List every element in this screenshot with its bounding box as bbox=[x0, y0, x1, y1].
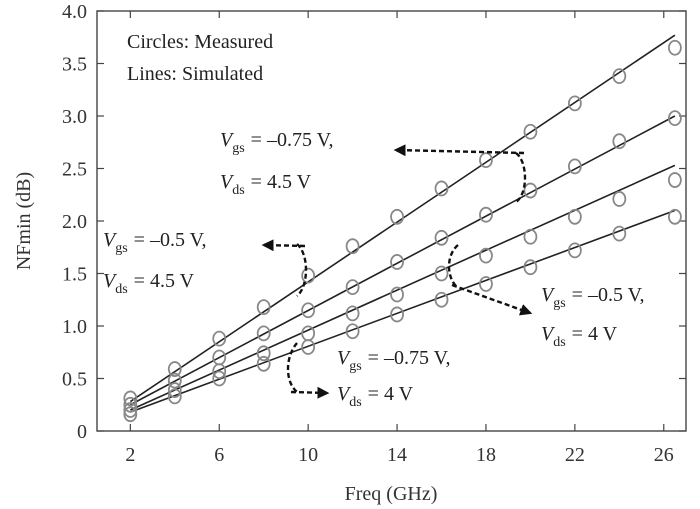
callout-arrow-2 bbox=[451, 283, 533, 316]
y-tick-labels: 0 0.5 1.0 1.5 2.0 2.5 3.0 3.5 4.0 bbox=[62, 1, 87, 443]
measured-circles bbox=[123, 39, 682, 423]
measured-point-s1-p9 bbox=[523, 182, 538, 199]
measured-point-s3-p9 bbox=[523, 259, 538, 276]
x-axis-title: Freq (GHz) bbox=[345, 483, 438, 505]
measured-point-s0-p1 bbox=[167, 361, 182, 377]
measured-point-s1-p1 bbox=[167, 372, 182, 389]
measured-point-s1-p7 bbox=[434, 229, 449, 246]
x-tick-label: 18 bbox=[476, 444, 496, 466]
callout-arrow-0 bbox=[393, 144, 525, 157]
callout-bracket-1 bbox=[296, 243, 308, 297]
annotation-1-vds: Vds = 4.5 V bbox=[103, 270, 195, 297]
x-tick-label: 2 bbox=[125, 444, 135, 466]
annotation-2-vds: Vds = 4 V bbox=[541, 323, 618, 350]
annotation-vgs-075-vds-4: Vgs = –0.75 V, Vds = 4 V bbox=[337, 347, 450, 410]
measured-point-s0-p3 bbox=[256, 299, 271, 316]
annotation-3-vgs: Vgs = –0.75 V, bbox=[337, 347, 450, 374]
measured-point-s0-p5 bbox=[345, 238, 360, 255]
measured-point-s2-p1 bbox=[167, 382, 182, 398]
measured-point-s3-p5 bbox=[345, 323, 360, 340]
measured-point-s3-p8 bbox=[479, 276, 493, 292]
measured-point-s2-p9 bbox=[523, 228, 538, 245]
measured-point-s3-p3 bbox=[256, 355, 271, 372]
callout-bracket-3 bbox=[286, 342, 298, 393]
annotation-vgs-05-vds-45: Vgs = –0.5 V, Vds = 4.5 V bbox=[103, 229, 206, 297]
measured-point-s0-p2 bbox=[212, 330, 227, 347]
measured-point-s3-p0 bbox=[123, 406, 138, 423]
measured-point-s0-p6 bbox=[390, 208, 404, 225]
legend-note-measured: Circles: Measured bbox=[127, 31, 273, 53]
measured-point-s3-p6 bbox=[390, 306, 404, 323]
y-tick-label: 2.5 bbox=[62, 159, 87, 181]
measured-point-s3-p10 bbox=[567, 242, 582, 259]
annotation-vgs-05-vds-4: Vgs = –0.5 V, Vds = 4 V bbox=[541, 284, 644, 350]
measured-point-s2-p5 bbox=[345, 305, 360, 322]
measured-point-s1-p0 bbox=[123, 396, 138, 413]
measured-point-s1-p5 bbox=[345, 279, 360, 296]
measured-point-s3-p2 bbox=[212, 370, 227, 387]
measured-point-s3-p1 bbox=[167, 388, 182, 405]
x-tick-label: 14 bbox=[387, 444, 407, 466]
measured-point-s1-p11 bbox=[612, 133, 627, 150]
callout-arrow-3 bbox=[290, 386, 330, 399]
measured-point-s2-p6 bbox=[390, 286, 404, 303]
annotation-vgs-075-vds-45: Vgs = –0.75 V, Vds = 4.5 V bbox=[220, 129, 333, 198]
x-tick-label: 22 bbox=[565, 444, 585, 466]
y-tick-label: 0 bbox=[77, 421, 87, 443]
measured-point-s1-p4 bbox=[301, 302, 316, 319]
measured-point-s3-p12 bbox=[667, 208, 682, 225]
measured-point-s0-p7 bbox=[434, 180, 449, 197]
measured-point-s2-p8 bbox=[479, 247, 493, 264]
measured-point-s2-p12 bbox=[667, 172, 682, 188]
measured-point-s0-p4 bbox=[301, 267, 316, 284]
y-tick-label: 2.0 bbox=[62, 211, 87, 233]
x-tick-label: 10 bbox=[298, 444, 318, 466]
measured-point-s2-p2 bbox=[212, 363, 227, 380]
measured-point-s3-p11 bbox=[612, 225, 627, 242]
callout-arrow-1 bbox=[261, 239, 306, 252]
annotation-2-vgs: Vgs = –0.5 V, bbox=[541, 284, 644, 311]
annotation-0-vgs: Vgs = –0.75 V, bbox=[220, 129, 333, 156]
measured-point-s2-p7 bbox=[434, 265, 449, 282]
measured-point-s2-p4 bbox=[301, 325, 316, 342]
y-tick-label: 3.5 bbox=[62, 54, 87, 76]
measured-point-s0-p9 bbox=[523, 123, 538, 140]
y-axis-title: NFmin (dB) bbox=[13, 172, 35, 270]
annotation-3-vds: Vds = 4 V bbox=[337, 383, 414, 410]
measured-point-s1-p6 bbox=[390, 254, 404, 270]
x-tick-label: 26 bbox=[654, 444, 674, 466]
x-tick-labels: 2 6 10 14 18 22 26 bbox=[125, 444, 673, 466]
measured-point-s2-p0 bbox=[123, 402, 138, 418]
y-tick-label: 0.5 bbox=[62, 369, 87, 391]
measured-point-s2-p10 bbox=[567, 208, 582, 225]
measured-point-s2-p3 bbox=[256, 345, 271, 362]
x-tick-label: 6 bbox=[214, 444, 224, 466]
measured-point-s2-p11 bbox=[612, 191, 627, 207]
y-tick-label: 1.0 bbox=[62, 316, 87, 338]
annotation-1-vgs: Vgs = –0.5 V, bbox=[103, 229, 206, 256]
measured-point-s3-p7 bbox=[434, 291, 449, 308]
measured-point-s0-p8 bbox=[479, 152, 493, 169]
y-tick-label: 1.5 bbox=[62, 264, 87, 286]
measured-point-s0-p12 bbox=[667, 39, 682, 56]
measured-point-s3-p4 bbox=[301, 339, 316, 355]
callout-bracket-0 bbox=[515, 152, 527, 203]
y-tick-label: 4.0 bbox=[62, 1, 87, 23]
legend-note-simulated: Lines: Simulated bbox=[127, 63, 263, 85]
measured-point-s0-p10 bbox=[567, 95, 582, 112]
annotation-0-vds: Vds = 4.5 V bbox=[220, 171, 312, 198]
measured-point-s0-p11 bbox=[612, 68, 627, 84]
measured-point-s1-p3 bbox=[256, 325, 271, 342]
y-tick-label: 3.0 bbox=[62, 106, 87, 128]
measured-point-s1-p8 bbox=[479, 206, 493, 223]
measured-point-s0-p0 bbox=[123, 390, 138, 407]
simulated-line-2 bbox=[130, 164, 676, 411]
measured-point-s1-p10 bbox=[567, 158, 582, 175]
measured-point-s1-p12 bbox=[667, 110, 682, 126]
